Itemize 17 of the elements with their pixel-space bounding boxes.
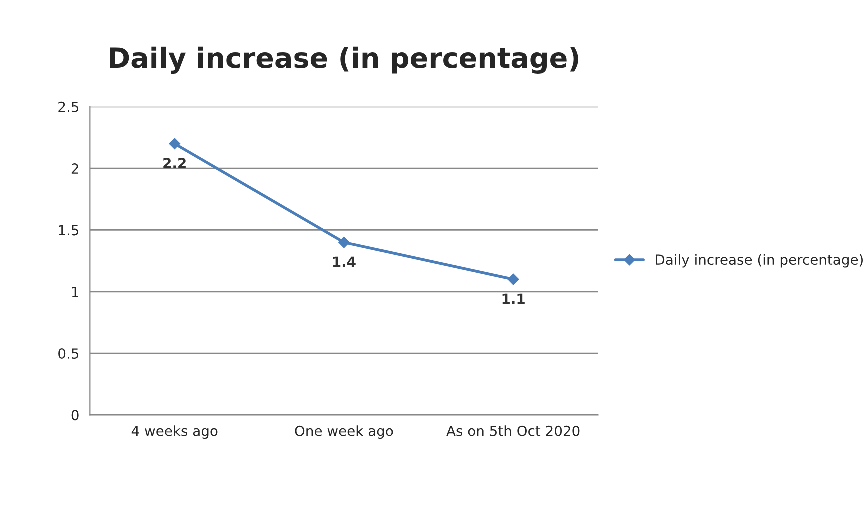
point <box>169 138 180 150</box>
legend-label: Daily increase (in percentage) <box>656 254 863 268</box>
x-tick-label: As on 5th Oct 2020 <box>446 426 580 436</box>
data-label: 1.4 <box>333 256 356 267</box>
y-tick-label: 2.5 <box>58 102 79 112</box>
y-tick-label: 1.5 <box>59 225 79 236</box>
data-label: 1.1 <box>502 294 525 304</box>
y-tick-label: 0 <box>72 410 79 421</box>
x-tick-label: One week ago <box>295 426 394 440</box>
x-tick-label: 4 weeks ago <box>132 426 218 440</box>
y-tick-label: 2 <box>72 164 78 174</box>
chart-title: Daily increase (in percentage) <box>110 46 578 74</box>
point <box>338 236 350 248</box>
y-tick-label: 0.5 <box>58 348 79 360</box>
point <box>508 274 520 286</box>
data-label: 2.2 <box>164 158 186 168</box>
y-tick-label: 1 <box>72 287 78 298</box>
